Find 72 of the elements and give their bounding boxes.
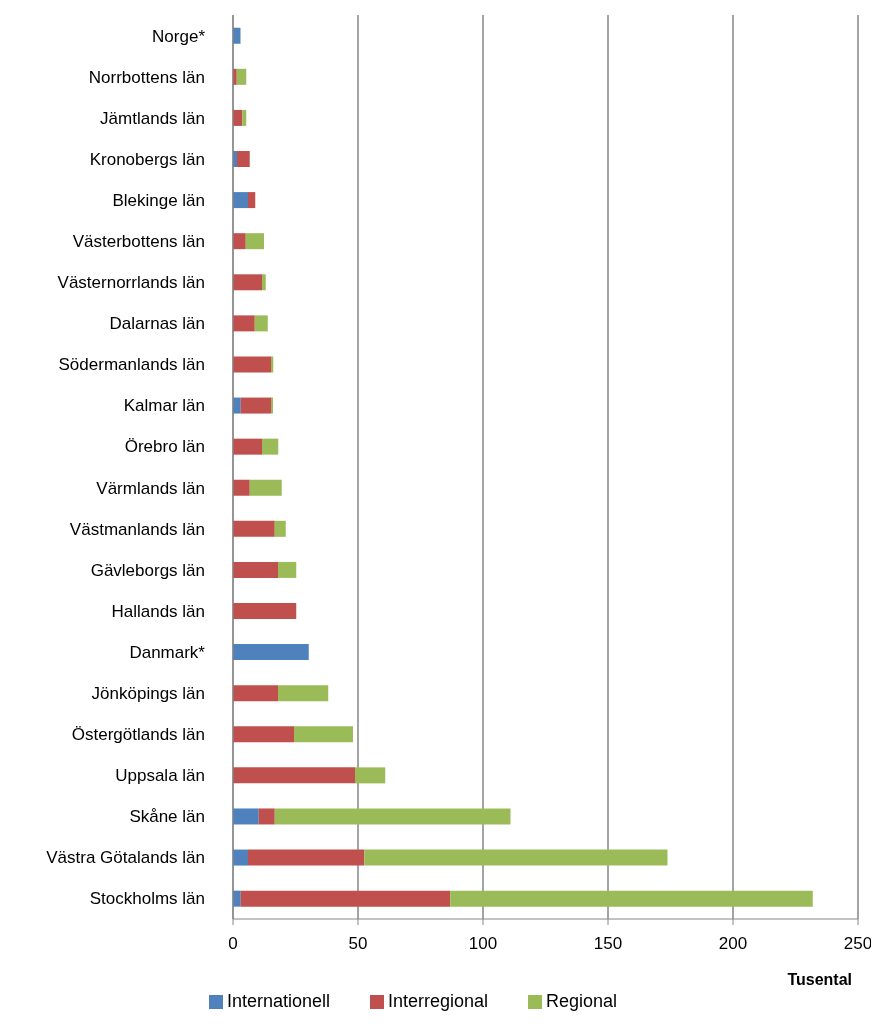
bar [233, 192, 248, 209]
bar [233, 849, 248, 866]
bar [233, 479, 250, 496]
bar [262, 438, 279, 455]
bar [233, 274, 262, 291]
bar [278, 561, 297, 578]
bar [233, 233, 246, 250]
bar [233, 603, 297, 620]
y-tick-label: Danmark* [129, 642, 206, 662]
x-tick-label: 50 [348, 934, 368, 954]
y-tick-label: Jämtlands län [100, 108, 205, 128]
bar [233, 27, 241, 44]
bar [240, 397, 271, 414]
bar [294, 726, 353, 743]
x-tick-label: 100 [468, 934, 498, 954]
y-tick-label: Uppsala län [115, 766, 205, 786]
y-tick-label: Västerbottens län [72, 232, 205, 252]
bar [233, 644, 309, 661]
bar [258, 808, 275, 825]
bar [233, 561, 278, 578]
x-tick-label: 0 [228, 934, 238, 954]
y-tick-label: Östergötlands län [71, 725, 205, 745]
x-tick-label: 200 [718, 934, 748, 954]
bar [274, 520, 286, 537]
bar [233, 438, 262, 455]
bar [242, 109, 247, 126]
bar [236, 68, 247, 85]
x-tick-label: 150 [593, 934, 623, 954]
bar [262, 274, 266, 291]
y-tick-label: Västmanlands län [69, 519, 205, 539]
bar [233, 685, 278, 702]
x-tick-label: 250 [843, 934, 873, 954]
bar [248, 192, 256, 209]
bar [450, 890, 813, 907]
y-tick-label: Kronobergs län [89, 149, 205, 169]
y-tick-label: Jönköpings län [91, 684, 205, 704]
bar [278, 685, 329, 702]
bar [237, 151, 250, 168]
bar [233, 520, 275, 537]
bar [254, 315, 268, 332]
bar [364, 849, 668, 866]
y-tick-label: Kalmar län [123, 396, 205, 416]
legend-label: Interregional [387, 991, 489, 1011]
y-tick-label: Stockholms län [89, 889, 205, 909]
y-tick-label: Dalarnas län [109, 314, 205, 334]
y-tick-label: Norrbottens län [88, 67, 205, 87]
y-tick-label: Skåne län [129, 807, 205, 827]
bar [249, 479, 282, 496]
bar [233, 356, 271, 373]
bar [233, 397, 241, 414]
y-tick-label: Värmlands län [96, 478, 205, 498]
x-axis-title: Tusental [787, 971, 852, 988]
y-tick-label: Södermanlands län [58, 355, 205, 375]
y-tick-label: Hallands län [111, 601, 205, 621]
bar [233, 726, 294, 743]
legend-label: Regional [546, 991, 618, 1011]
y-tick-label: Örebro län [124, 437, 205, 457]
y-tick-label: Norge* [152, 26, 206, 46]
y-tick-label: Västra Götalands län [46, 848, 205, 868]
y-tick-label: Blekinge län [112, 190, 205, 210]
bar [245, 233, 264, 250]
bar [274, 808, 511, 825]
bar [233, 808, 259, 825]
bar [233, 315, 255, 332]
y-tick-label: Västernorrlands län [57, 273, 205, 293]
bar [240, 890, 451, 907]
bar [355, 767, 386, 784]
bar [233, 890, 241, 907]
legend-label: Internationell [226, 991, 330, 1011]
y-tick-label: Gävleborgs län [90, 560, 205, 580]
bar [233, 767, 355, 784]
bar [248, 849, 365, 866]
